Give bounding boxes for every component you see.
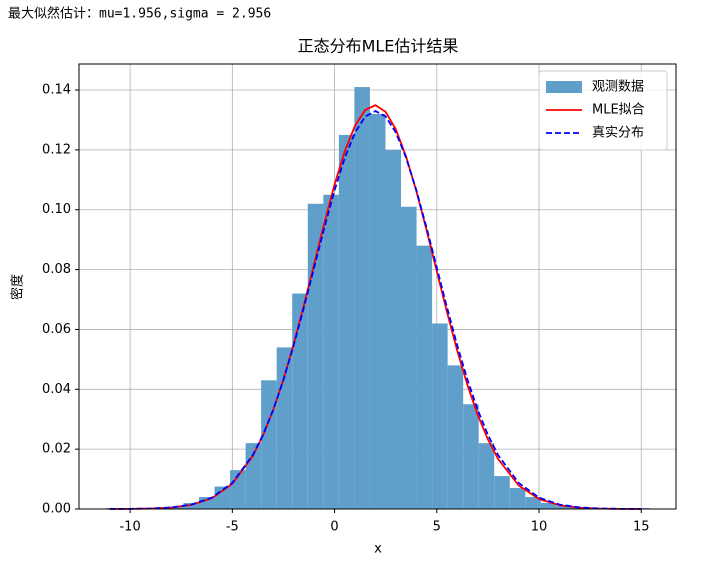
legend-label: 真实分布 (592, 126, 644, 141)
chart-title: 正态分布MLE估计结果 (298, 37, 459, 56)
histogram-bar (494, 476, 510, 509)
histogram-bar (525, 497, 541, 509)
output-text: 最大似然估计：mu=1.956,sigma = 2.956 (8, 6, 271, 22)
legend-label: MLE拟合 (592, 103, 645, 118)
x-axis-label: x (374, 542, 382, 557)
histogram-bar (307, 203, 324, 510)
y-tick-label: 0.10 (42, 202, 71, 217)
line-series (109, 110, 642, 510)
y-tick-label: 0.02 (42, 442, 71, 457)
y-tick-label: 0.08 (42, 262, 71, 277)
x-tick-label: -5 (226, 520, 239, 535)
y-axis-label: 密度 (10, 274, 26, 300)
x-tick-label: 15 (633, 520, 650, 535)
legend-swatch (546, 81, 582, 93)
histogram-bar (261, 380, 277, 509)
histogram-bar (509, 488, 526, 509)
histogram-bar (556, 506, 572, 509)
histogram-bar (447, 365, 464, 509)
histogram-bar (354, 87, 370, 510)
histogram-bar (369, 113, 386, 509)
x-tick-label: 5 (433, 520, 441, 535)
histogram-bar (183, 503, 200, 509)
histogram-bar (230, 470, 246, 509)
histogram-bar (199, 497, 215, 509)
histogram-bar (385, 149, 402, 509)
histogram-bar (416, 245, 433, 509)
histogram-bar (292, 293, 308, 509)
y-tick-label: 0.12 (42, 142, 71, 157)
histogram-bar (540, 503, 557, 509)
y-tick-label: 0.14 (42, 83, 71, 98)
axes-frame (78, 63, 677, 510)
histogram-bar (432, 323, 448, 509)
x-tick-label: -10 (119, 520, 140, 535)
histogram-bar (463, 404, 479, 509)
histogram-bar (323, 194, 339, 509)
histogram-bar (478, 443, 495, 509)
histogram-bar (338, 134, 355, 509)
x-tick-label: 0 (330, 520, 338, 535)
x-tick-label: 10 (531, 520, 548, 535)
legend-label: 观测数据 (592, 80, 644, 95)
histogram-bar (401, 206, 417, 510)
histogram-bar (276, 347, 293, 509)
y-tick-label: 0.06 (42, 322, 71, 337)
y-tick-label: 0.00 (42, 502, 71, 517)
y-tick-label: 0.04 (42, 382, 71, 397)
